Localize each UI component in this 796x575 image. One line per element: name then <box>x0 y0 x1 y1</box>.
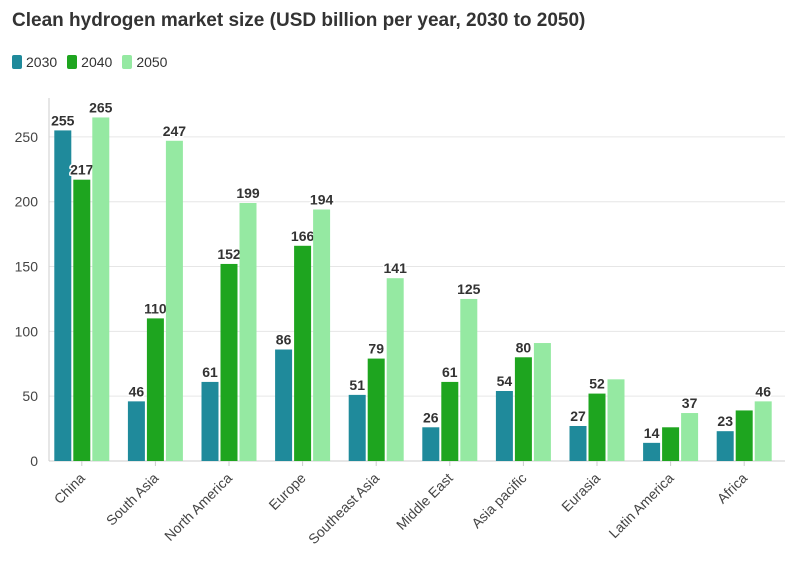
value-label-2050-4: 141 <box>384 260 408 276</box>
value-label-2040-5: 61 <box>442 364 458 380</box>
legend-label-2050: 2050 <box>136 54 168 70</box>
x-tick-label-1: South Asia <box>103 470 162 529</box>
bar-2040-4 <box>367 358 385 461</box>
value-label-2030-5: 26 <box>423 409 439 425</box>
y-tick-label-0: 0 <box>30 453 38 469</box>
bar-2030-3 <box>275 349 293 461</box>
bar-2040-5 <box>441 381 459 461</box>
bar-2050-5 <box>460 298 478 461</box>
bar-2050-7 <box>607 379 625 461</box>
bar-2030-7 <box>569 425 587 461</box>
legend-swatch-2040 <box>67 55 78 69</box>
y-tick-label-250: 250 <box>15 129 39 145</box>
y-tick-label-200: 200 <box>15 194 39 210</box>
x-tick-label-0: China <box>51 470 88 507</box>
value-label-2030-6: 54 <box>497 373 513 389</box>
value-label-2050-0: 265 <box>89 99 113 115</box>
legend-label-2040: 2040 <box>81 54 113 70</box>
bar-2030-1 <box>127 401 145 461</box>
x-tick-label-4: Southeast Asia <box>305 470 383 548</box>
legend-swatch-2050 <box>122 55 133 69</box>
value-label-2030-7: 27 <box>570 408 586 424</box>
bar-2050-4 <box>386 278 404 461</box>
bar-2030-9 <box>716 431 734 461</box>
value-label-2050-3: 194 <box>310 191 334 207</box>
bar-2050-8 <box>681 413 699 461</box>
chart-title: Clean hydrogen market size (USD billion … <box>12 10 586 31</box>
legend-item-2040[interactable]: 2040 <box>67 54 112 70</box>
bar-2040-0 <box>73 179 91 462</box>
y-tick-label-100: 100 <box>15 323 39 339</box>
value-label-2030-1: 46 <box>129 383 145 399</box>
value-label-2030-2: 61 <box>202 364 218 380</box>
x-tick-label-6: Asia pacific <box>468 470 529 531</box>
bar-2040-3 <box>294 245 312 461</box>
bar-2040-9 <box>735 410 753 461</box>
value-label-2050-1: 247 <box>163 123 187 139</box>
value-label-2030-3: 86 <box>276 332 292 348</box>
legend: 2030 2040 2050 <box>12 54 167 70</box>
value-label-2050-2: 199 <box>236 185 260 201</box>
bar-2040-8 <box>662 427 680 461</box>
bar-2030-2 <box>201 381 219 461</box>
bar-2040-7 <box>588 393 606 461</box>
legend-item-2030[interactable]: 2030 <box>12 54 57 70</box>
bar-2030-0 <box>54 130 72 462</box>
x-tick-label-8: Latin America <box>605 470 676 541</box>
bar-2040-6 <box>514 357 532 461</box>
bar-2050-0 <box>92 117 110 462</box>
bar-2050-6 <box>533 343 551 461</box>
value-label-2030-0: 255 <box>51 112 75 128</box>
value-label-2040-3: 166 <box>291 228 315 244</box>
bar-2030-8 <box>643 442 661 461</box>
legend-item-2050[interactable]: 2050 <box>122 54 167 70</box>
value-label-2050-8: 37 <box>682 395 698 411</box>
value-label-2050-9: 46 <box>755 383 771 399</box>
bar-2040-2 <box>220 263 238 461</box>
value-label-2040-4: 79 <box>368 341 384 357</box>
value-label-2040-1: 110 <box>144 300 167 316</box>
bar-2050-1 <box>165 140 183 461</box>
x-tick-label-9: Africa <box>714 470 751 507</box>
bar-2040-1 <box>146 318 164 461</box>
bar-2030-4 <box>348 394 366 461</box>
value-label-2040-6: 80 <box>516 339 532 355</box>
bar-2030-6 <box>495 390 513 461</box>
x-tick-label-7: Eurasia <box>558 470 603 515</box>
y-tick-label-50: 50 <box>22 388 38 404</box>
x-tick-label-3: Europe <box>265 470 308 513</box>
y-tick-label-150: 150 <box>15 259 39 275</box>
value-label-2030-9: 23 <box>717 413 733 429</box>
value-label-2040-0: 217 <box>70 162 94 178</box>
value-label-2030-4: 51 <box>349 377 365 393</box>
value-label-2030-8: 14 <box>644 425 660 441</box>
value-label-2040-7: 52 <box>589 376 605 392</box>
legend-label-2030: 2030 <box>26 54 58 70</box>
bar-2050-3 <box>313 209 331 461</box>
value-label-2040-2: 152 <box>217 246 241 262</box>
bar-2030-5 <box>422 427 440 461</box>
legend-swatch-2030 <box>12 55 22 69</box>
x-tick-label-5: Middle East <box>393 470 456 533</box>
bar-2050-9 <box>754 401 772 461</box>
x-tick-label-2: North America <box>161 470 235 544</box>
value-label-2050-5: 125 <box>457 281 481 297</box>
bar-2050-2 <box>239 203 257 461</box>
